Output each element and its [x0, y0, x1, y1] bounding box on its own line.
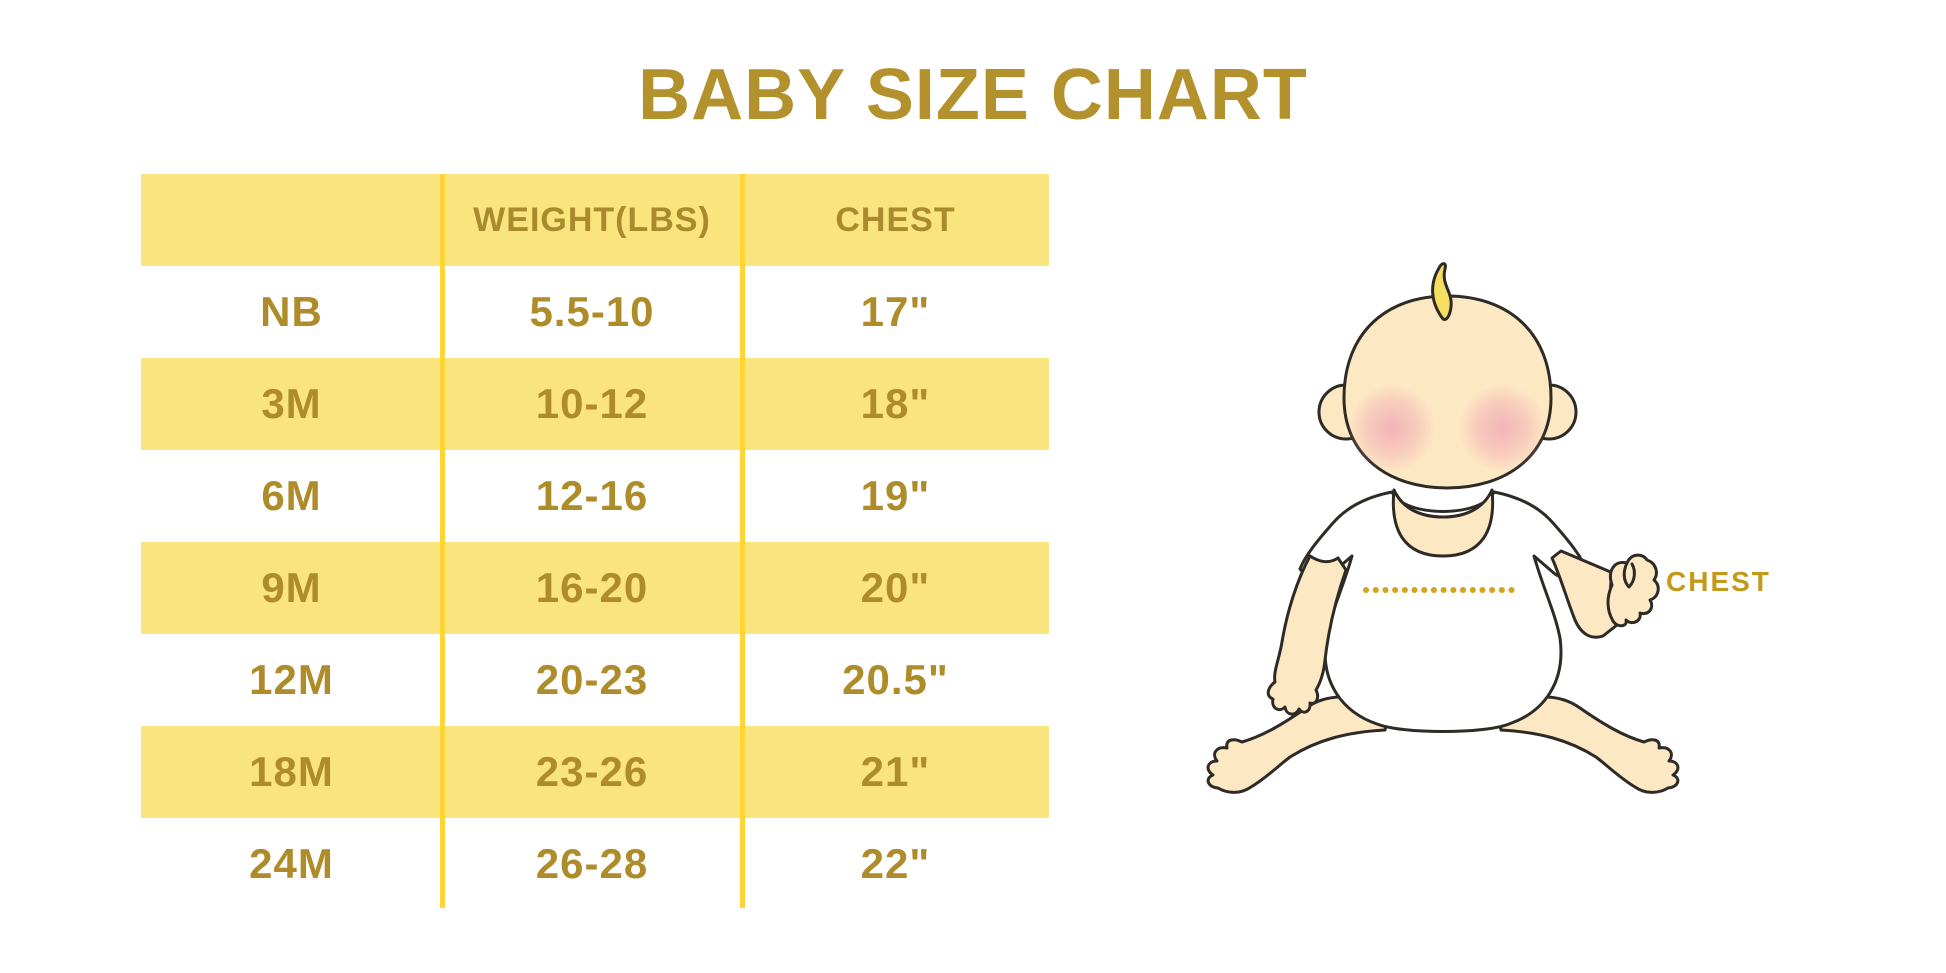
table-row-18m: 18M 23-26 21" [141, 726, 1049, 818]
cell-size: 3M [261, 380, 322, 427]
cell-weight: 23-26 [535, 748, 649, 795]
cell-chest: 18" [860, 380, 931, 427]
table-column-divider-2 [740, 174, 745, 908]
cell-chest: 21" [860, 748, 931, 795]
size-table: WEIGHT(LBS) CHEST NB 5.5-10 17" 3M 10-12… [141, 174, 1049, 910]
page-title: BABY SIZE CHART [638, 55, 1308, 135]
table-row-nb: NB 5.5-10 17" [141, 266, 1049, 358]
cell-weight: 16-20 [535, 564, 649, 611]
cell-chest: 20.5" [842, 656, 949, 703]
cell-size: 9M [261, 564, 322, 611]
baby-left-cheek [1348, 384, 1436, 472]
header-chest: CHEST [835, 200, 956, 239]
cell-weight: 26-28 [535, 840, 649, 887]
baby-right-cheek [1458, 384, 1546, 472]
cell-chest: 17" [860, 288, 931, 335]
table-header-row: WEIGHT(LBS) CHEST [141, 174, 1049, 266]
baby-right-leg [1494, 695, 1680, 794]
cell-size: NB [260, 288, 323, 335]
table-row-24m: 24M 26-28 22" [141, 818, 1049, 910]
cell-chest: 19" [860, 472, 931, 519]
baby-hair-curl [1431, 262, 1453, 321]
cell-weight: 12-16 [535, 472, 649, 519]
cell-weight: 20-23 [535, 656, 649, 703]
cell-size: 18M [249, 748, 334, 795]
cell-weight: 5.5-10 [529, 288, 655, 335]
cell-size: 24M [249, 840, 334, 887]
chest-measure-label: CHEST [1666, 566, 1771, 597]
table-row-6m: 6M 12-16 19" [141, 450, 1049, 542]
table-column-divider-1 [440, 174, 445, 908]
cell-weight: 10-12 [535, 380, 649, 427]
table-row-3m: 3M 10-12 18" [141, 358, 1049, 450]
table-row-12m: 12M 20-23 20.5" [141, 634, 1049, 726]
cell-chest: 20" [860, 564, 931, 611]
baby-left-leg [1206, 695, 1392, 794]
baby-right-fist [1606, 553, 1660, 628]
baby-thumb-line [1622, 561, 1636, 589]
baby-neck [1391, 488, 1495, 558]
cell-size: 12M [249, 656, 334, 703]
cell-size: 6M [261, 472, 322, 519]
baby-illustration: CHEST [1180, 240, 1880, 920]
header-weight: WEIGHT(LBS) [473, 200, 711, 239]
cell-chest: 22" [860, 840, 931, 887]
baby-left-arm [1266, 554, 1348, 716]
baby-figure-graphic [1206, 262, 1680, 794]
baby-right-arm [1550, 549, 1619, 639]
table-row-9m: 9M 16-20 20" [141, 542, 1049, 634]
